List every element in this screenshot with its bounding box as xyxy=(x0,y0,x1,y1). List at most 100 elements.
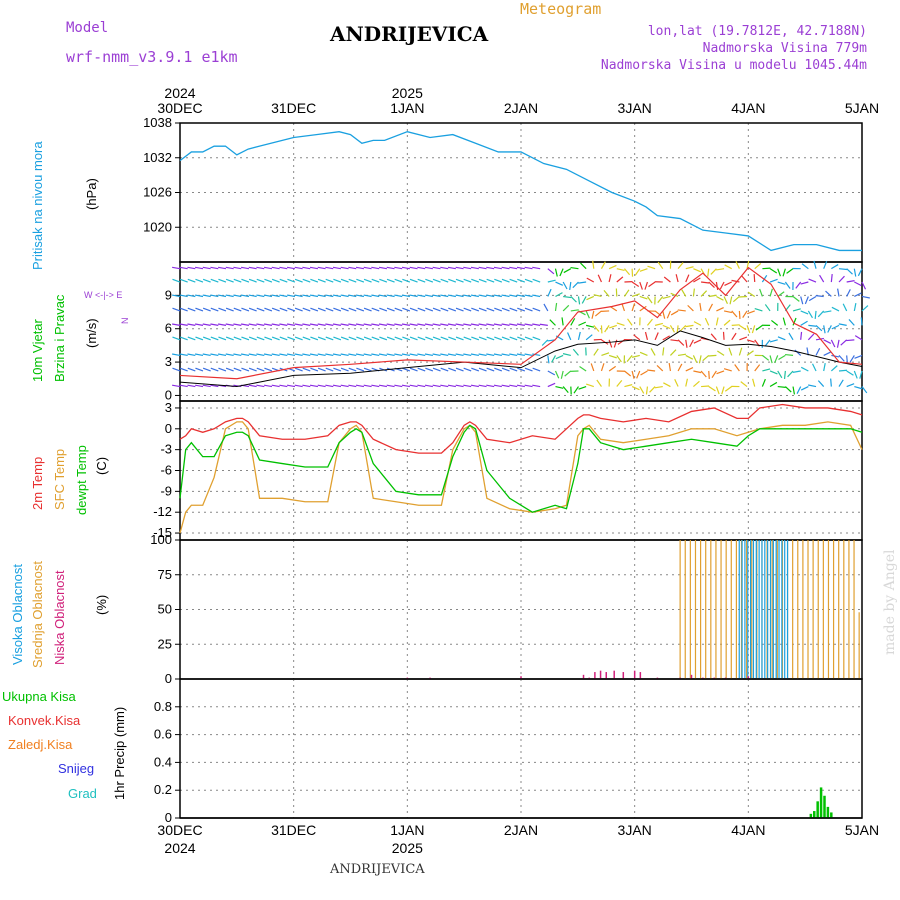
wind-barb xyxy=(823,351,832,356)
wind-barb xyxy=(547,355,550,364)
wind-barb xyxy=(524,384,533,388)
wind-barb xyxy=(738,310,741,319)
wind-barb xyxy=(440,367,449,372)
wind-barb xyxy=(501,367,510,372)
wind-barb xyxy=(509,384,518,388)
wind-barb xyxy=(286,323,296,326)
wind-barb xyxy=(463,367,472,372)
pressure-unit: (hPa) xyxy=(84,178,99,210)
wind-barb xyxy=(379,307,388,312)
wind-barb xyxy=(210,323,219,326)
wind-barb xyxy=(294,323,303,326)
wind-barb xyxy=(310,307,319,312)
wind-barb xyxy=(187,323,196,326)
wind-barb xyxy=(640,370,648,376)
wind-barb xyxy=(172,323,181,326)
wind-barb xyxy=(577,331,581,340)
wind-barb xyxy=(340,323,349,326)
wind-barb xyxy=(417,323,426,326)
wind-barb xyxy=(815,348,821,356)
wind-barb xyxy=(471,307,480,312)
wind-barb xyxy=(363,278,372,283)
wind-barb xyxy=(287,336,296,341)
wind-barb xyxy=(687,304,694,312)
wind-barb xyxy=(210,294,219,298)
wind-barb xyxy=(846,370,854,376)
wind-barb xyxy=(494,278,503,283)
wind-barb xyxy=(778,354,786,361)
wind-barb xyxy=(708,294,717,298)
top-date-label: 5JAN xyxy=(845,100,879,116)
pressure-panel: 1020 1026 1032 1038 xyxy=(143,115,863,263)
wind-barb xyxy=(669,349,677,356)
wind-barb xyxy=(256,294,265,298)
wind-barb xyxy=(271,278,280,283)
wind-barb xyxy=(831,264,839,270)
wind-barb xyxy=(700,370,707,378)
wind-barb xyxy=(831,354,840,358)
wind-barb xyxy=(332,353,342,356)
bottom-date-label: 1JAN xyxy=(390,822,424,838)
wind-barb xyxy=(656,364,664,372)
wind-barb xyxy=(517,278,526,283)
wind-barb xyxy=(195,353,204,356)
wind-barb xyxy=(563,295,572,299)
wind-barb xyxy=(524,336,533,341)
wind-barb xyxy=(509,336,518,341)
top-year-label: 2025 xyxy=(392,85,423,101)
wind-barb xyxy=(578,321,587,326)
wind-barb xyxy=(739,324,747,331)
wind-barb xyxy=(340,266,349,270)
wind-barb xyxy=(853,302,857,312)
wind-barb xyxy=(317,384,326,388)
wind-barb xyxy=(417,278,426,283)
wind-barb xyxy=(417,353,426,356)
wind-barb xyxy=(233,278,242,283)
wind-barb xyxy=(202,353,211,356)
wind-barb xyxy=(263,266,273,270)
wind-barb xyxy=(848,319,855,326)
wind-barb xyxy=(440,384,449,388)
wind-barb xyxy=(693,380,700,387)
cloud-panel: 0 25 50 75 100 xyxy=(150,532,863,686)
y-tick-label: -12 xyxy=(153,504,172,519)
wind-barb xyxy=(701,281,710,284)
wind-barb xyxy=(616,355,622,363)
wind-barb xyxy=(309,323,319,326)
wind-barb xyxy=(631,385,640,391)
wind-barb xyxy=(187,278,196,283)
wind-barb xyxy=(363,307,372,312)
precip-conv-label: Konvek.Kisa xyxy=(8,713,81,728)
wind-barb xyxy=(195,336,204,341)
wind-barb xyxy=(424,266,433,270)
wind-barb xyxy=(248,294,257,298)
wind-barb xyxy=(386,278,395,283)
wind-barb xyxy=(394,384,403,388)
wind-barb xyxy=(447,266,456,270)
wind-barb xyxy=(302,384,311,388)
wind-barb xyxy=(639,305,647,312)
wind-barb xyxy=(623,289,630,297)
wind-barb xyxy=(333,278,342,283)
wind-barb xyxy=(409,323,418,326)
wind-barb xyxy=(302,353,311,356)
wind-barb xyxy=(854,335,863,341)
t2m-line xyxy=(179,403,863,454)
wind-barb xyxy=(699,302,702,312)
wind-barb xyxy=(817,310,825,318)
wind-compass: W <-|-> E xyxy=(84,290,122,300)
wind-barb xyxy=(302,323,311,326)
bottom-date-label: 30DEC xyxy=(157,822,202,838)
bottom-date-label: 3JAN xyxy=(618,822,652,838)
wind-barb xyxy=(340,307,349,312)
wind-barb xyxy=(440,323,449,326)
wind-barb xyxy=(264,278,273,283)
wind-barb xyxy=(363,266,372,270)
wind-barb xyxy=(555,385,564,389)
wind-barb xyxy=(348,336,357,341)
wind-barb xyxy=(631,370,635,379)
wind-barb xyxy=(677,363,683,372)
wind-barb xyxy=(478,336,487,341)
wind-barb xyxy=(693,370,702,374)
wind-barb xyxy=(524,367,533,372)
